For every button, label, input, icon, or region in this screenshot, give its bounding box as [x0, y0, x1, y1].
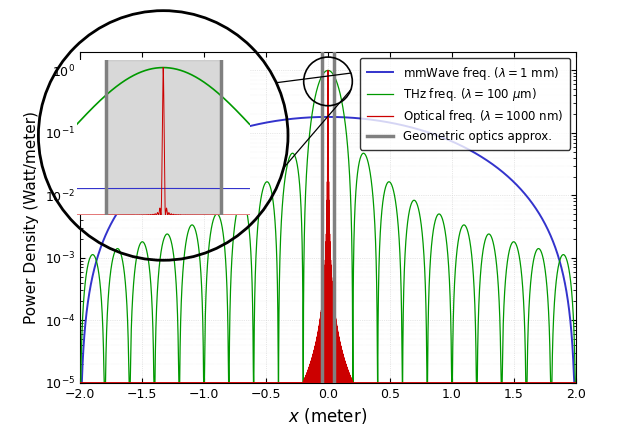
mmWave freq. ($\lambda = 1$ mm)	[558, 267, 566, 272]
Line: Optical freq. ($\lambda = 1000$ nm): Optical freq. ($\lambda = 1000$ nm)	[80, 71, 576, 383]
mmWave freq. ($\lambda = 1$ mm)	[182, 148, 189, 153]
Optical freq. ($\lambda = 1000$ nm)	[558, 380, 566, 385]
mmWave freq. ($\lambda = 1$ mm)	[106, 224, 113, 230]
THz freq. ($\lambda = 100$ $\mu$m)	[106, 281, 113, 286]
mmWave freq. ($\lambda = 1$ mm)	[76, 380, 84, 385]
Geometric optics approx.	[318, 68, 326, 73]
X-axis label: $x$ (meter): $x$ (meter)	[289, 406, 367, 426]
Optical freq. ($\lambda = 1000$ nm)	[134, 380, 142, 385]
mmWave freq. ($\lambda = 1$ mm)	[134, 183, 142, 188]
mmWave freq. ($\lambda = 1$ mm)	[572, 380, 580, 385]
mmWave freq. ($\lambda = 1$ mm)	[299, 115, 307, 120]
THz freq. ($\lambda = 100$ $\mu$m)	[76, 380, 84, 385]
Optical freq. ($\lambda = 1000$ nm)	[106, 380, 113, 385]
Optical freq. ($\lambda = 1000$ nm)	[76, 380, 84, 385]
Y-axis label: Power Density (Watt/meter): Power Density (Watt/meter)	[24, 111, 39, 324]
THz freq. ($\lambda = 100$ $\mu$m)	[324, 68, 332, 73]
THz freq. ($\lambda = 100$ $\mu$m)	[134, 246, 142, 252]
THz freq. ($\lambda = 100$ $\mu$m)	[182, 242, 189, 247]
Optical freq. ($\lambda = 1000$ nm)	[182, 380, 189, 385]
THz freq. ($\lambda = 100$ $\mu$m)	[299, 287, 307, 292]
THz freq. ($\lambda = 100$ $\mu$m)	[443, 240, 451, 245]
THz freq. ($\lambda = 100$ $\mu$m)	[572, 380, 580, 385]
THz freq. ($\lambda = 100$ $\mu$m)	[558, 253, 566, 258]
Optical freq. ($\lambda = 1000$ nm)	[443, 380, 451, 385]
Bar	[106, 60, 221, 215]
Line: THz freq. ($\lambda = 100$ $\mu$m): THz freq. ($\lambda = 100$ $\mu$m)	[80, 71, 576, 383]
mmWave freq. ($\lambda = 1$ mm)	[324, 114, 332, 120]
Optical freq. ($\lambda = 1000$ nm)	[299, 380, 307, 385]
Optical freq. ($\lambda = 1000$ nm)	[572, 380, 580, 385]
Line: mmWave freq. ($\lambda = 1$ mm): mmWave freq. ($\lambda = 1$ mm)	[80, 117, 576, 383]
mmWave freq. ($\lambda = 1$ mm)	[443, 137, 451, 142]
Legend: mmWave freq. ($\lambda = 1$ mm), THz freq. ($\lambda = 100$ $\mu$m), Optical fre: mmWave freq. ($\lambda = 1$ mm), THz fre…	[360, 58, 570, 150]
Optical freq. ($\lambda = 1000$ nm)	[324, 68, 332, 73]
